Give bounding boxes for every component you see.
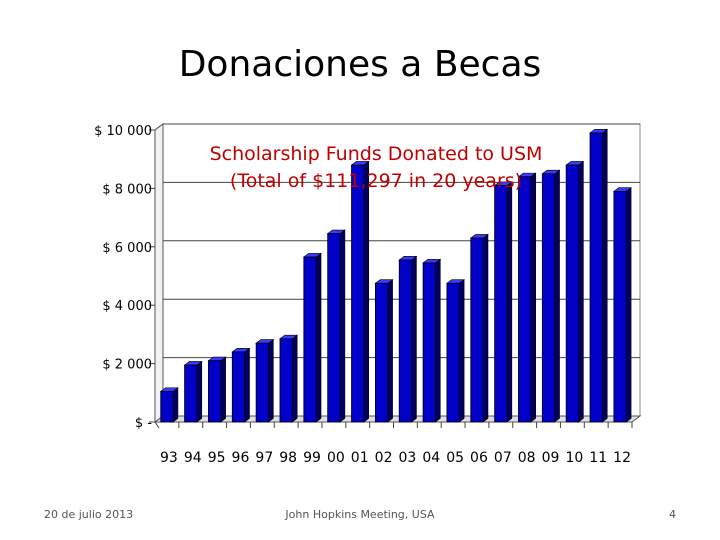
chart-annotation-line-2: (Total of $111,297 in 20 years)	[230, 170, 522, 192]
x-tick-label: 97	[255, 450, 273, 466]
bar	[517, 172, 537, 423]
bar	[446, 279, 466, 423]
x-tick	[154, 421, 160, 429]
bar-side	[506, 181, 513, 423]
bar-front	[184, 364, 198, 423]
bar	[207, 356, 227, 423]
bar-side	[578, 160, 584, 423]
bar-front	[351, 164, 365, 423]
bar-side	[459, 279, 465, 423]
x-tick-label: 96	[232, 450, 250, 466]
bar-front	[255, 342, 269, 423]
bar-front	[303, 256, 317, 423]
x-tick-label: 93	[160, 450, 178, 466]
x-tick-label: 00	[327, 450, 345, 466]
bar	[302, 252, 322, 423]
x-tick-label: 01	[351, 450, 369, 466]
bar-side	[363, 160, 370, 423]
bar-side	[530, 172, 536, 423]
x-tick-label: 99	[303, 450, 321, 466]
chart-bars	[159, 128, 632, 423]
x-tick-label: 95	[208, 450, 226, 466]
bar-side	[387, 279, 393, 423]
bar-side	[435, 258, 441, 423]
bar-front	[541, 173, 556, 423]
x-tick-label: 09	[542, 450, 560, 466]
x-tick-label: 02	[375, 450, 393, 466]
bar-front	[589, 132, 603, 423]
bar-front	[279, 338, 293, 423]
bar-side	[339, 229, 346, 423]
bar-side	[315, 252, 322, 423]
x-tick-label: 05	[446, 450, 464, 466]
bar	[612, 187, 632, 423]
page-number: 4	[669, 508, 676, 521]
bar	[159, 387, 179, 423]
bar-front	[398, 259, 413, 423]
x-tick-label: 08	[518, 450, 536, 466]
bar-front	[613, 190, 627, 423]
footer-event: John Hopkins Meeting, USA	[285, 508, 435, 521]
bar	[350, 160, 370, 423]
bar	[279, 334, 299, 423]
bar	[565, 160, 585, 423]
bar-front	[208, 360, 222, 423]
bar-front	[374, 282, 389, 423]
bar-front	[231, 351, 246, 423]
bar-side	[625, 187, 632, 423]
x-tick-label: 94	[184, 450, 202, 466]
chart-annotation-line-1: Scholarship Funds Donated to USM	[210, 143, 543, 165]
bar-front	[518, 176, 532, 423]
bar-front	[327, 233, 341, 423]
bar	[493, 181, 513, 423]
x-tick-label: 11	[589, 450, 607, 466]
bar	[589, 128, 609, 423]
y-tick-label: $ 8 000	[102, 182, 152, 197]
bar	[255, 338, 275, 423]
y-tick-label: $ 4 000	[102, 299, 152, 314]
x-tick-label: 98	[279, 450, 297, 466]
bar-side	[196, 360, 203, 423]
y-tick-label: $ 10 000	[94, 124, 152, 139]
bar-side	[292, 334, 298, 423]
bar	[422, 258, 442, 423]
bar-side	[172, 387, 179, 423]
x-tick-label: 10	[565, 450, 583, 466]
chart-labels: $ - $ 2 000 $ 4 000 $ 6 000 $ 8 000 $ 10 000 9…	[94, 124, 631, 466]
bar-front	[446, 282, 460, 423]
bar-front	[160, 390, 174, 423]
bar-side	[554, 169, 560, 423]
bar	[469, 233, 489, 423]
bar-front	[494, 185, 508, 423]
bar-front	[422, 262, 436, 423]
chart-side-wall	[154, 123, 164, 423]
bar-side	[411, 255, 417, 423]
x-tick-label: 03	[399, 450, 417, 466]
bar	[374, 279, 394, 423]
footer-date: 20 de julio 2013	[44, 508, 134, 521]
bar-side	[602, 128, 608, 423]
bar-side	[220, 356, 226, 423]
x-tick-label: 04	[422, 450, 440, 466]
bar-side	[244, 347, 250, 423]
bar-front	[470, 237, 484, 423]
y-tick-label: $ -	[135, 416, 152, 431]
bar	[231, 347, 251, 423]
bar-side	[482, 233, 489, 423]
bar-side	[268, 338, 274, 423]
x-tick-label: 06	[470, 450, 488, 466]
bar	[398, 255, 418, 423]
bar	[541, 169, 561, 423]
bar	[326, 229, 346, 423]
x-tick-label: 07	[494, 450, 512, 466]
y-tick-label: $ 6 000	[102, 241, 152, 256]
x-tick-label: 12	[613, 450, 631, 466]
bar-front	[565, 164, 579, 423]
y-tick-label: $ 2 000	[102, 358, 152, 373]
slide-title: Donaciones a Becas	[178, 44, 542, 85]
bar	[183, 360, 203, 423]
